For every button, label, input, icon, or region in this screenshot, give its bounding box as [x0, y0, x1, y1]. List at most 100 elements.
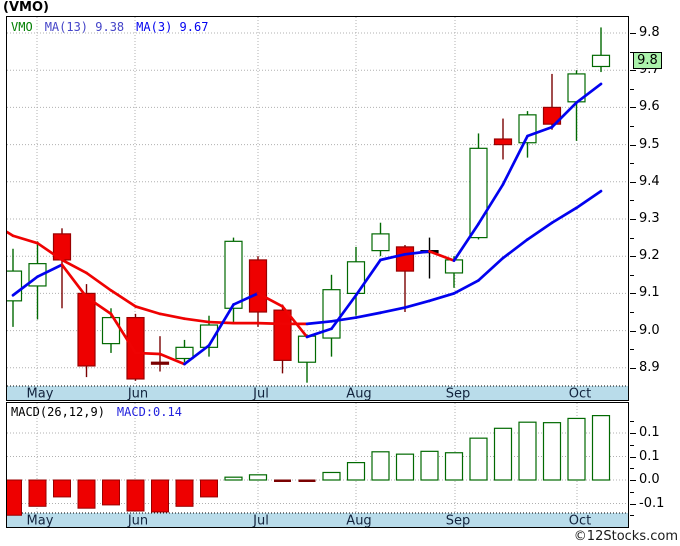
ma3-line-segment [256, 292, 284, 308]
ma13-line-segment [575, 189, 603, 210]
ma3-line-segment [60, 263, 88, 299]
price-tick-label: 9.3 [639, 211, 660, 226]
candle-body [297, 335, 317, 363]
minor-tick [630, 421, 634, 423]
ma3-line-segment [575, 82, 603, 104]
major-tick [630, 181, 636, 183]
macd-legend: MACD(26,12,9) MACD:0.14 [11, 405, 182, 419]
ma13-line-segment [428, 292, 456, 303]
price-tick-label: 9.5 [639, 136, 660, 152]
minor-tick [630, 126, 634, 127]
watermark-link[interactable]: ©12Stocks.com [573, 529, 678, 544]
candle-body [493, 138, 513, 146]
candle-body [7, 270, 23, 302]
candle-body [224, 240, 243, 309]
ma3-line-segment [305, 327, 333, 339]
macd-bar-positive [224, 476, 243, 481]
major-tick [630, 456, 636, 458]
macd-name-label: MACD(26,12,9) [11, 405, 105, 419]
ma13-value-label: MA(13) 9.38 [44, 20, 125, 34]
ma3-line-segment [501, 134, 529, 186]
minor-tick [630, 515, 634, 517]
candle-body [150, 361, 170, 365]
minor-tick [630, 349, 634, 351]
major-tick [630, 367, 636, 369]
candle-body [371, 233, 390, 252]
price-tick-label: 9.8 [639, 25, 660, 40]
macd-bar-negative [102, 479, 120, 506]
month-label: Jul [252, 387, 269, 401]
macd-tick-label: 0.1 [639, 448, 660, 464]
last-price-badge: 9.8 [633, 52, 662, 69]
ma13-line-segment [109, 289, 137, 308]
macd-bar-positive [322, 471, 341, 481]
ma13-line-segment [183, 317, 211, 324]
price-tick-label: 8.9 [639, 359, 660, 375]
ma13-line-segment [452, 279, 480, 295]
macd-bar-flat [274, 479, 291, 482]
ma3-line-segment [11, 275, 39, 297]
macd-bar-negative [7, 479, 22, 516]
macd-bar-negative [151, 479, 169, 513]
price-tick-label: 9.6 [639, 99, 660, 115]
ma13-line-segment [526, 221, 554, 241]
macd-bar-positive [371, 451, 390, 481]
ma13-line-segment [354, 311, 382, 319]
page-title: (VMO) [3, 0, 49, 15]
macd-bar-positive [346, 462, 366, 481]
ma3-line-segment [36, 263, 64, 279]
macd-histogram: May Jun Jul Aug Sep Oct [7, 403, 628, 527]
macd-bar-positive [420, 450, 439, 481]
candle-body [248, 259, 268, 313]
minor-tick [630, 88, 634, 90]
ma3-line-segment [232, 292, 260, 306]
ma3-line-segment [183, 344, 211, 366]
major-tick [630, 70, 636, 72]
macd-bar-negative [126, 479, 145, 512]
price-tick-label: 9.4 [639, 173, 660, 189]
month-label: Jun [127, 514, 148, 528]
major-tick [630, 256, 636, 258]
major-tick [630, 107, 636, 109]
ma13-line-segment [305, 319, 333, 326]
ma3-line-segment [158, 352, 186, 366]
ma3-value-label: MA(3) 9.67 [136, 20, 209, 34]
price-chart-legend: VMO MA(13) 9.38 MA(3) 9.67 [11, 20, 208, 34]
price-chart-panel: VMO MA(13) 9.38 MA(3) 9.67 May Jun Jul Aug S… [6, 16, 629, 401]
macd-tick-label: 0.1 [639, 425, 660, 440]
macd-bar-positive [518, 421, 537, 481]
macd-axis: 0.1 0.1 0.0 -0.1 [630, 402, 680, 528]
macd-panel: MACD(26,12,9) MACD:0.14 May Jun Jul Aug Sep O… [6, 402, 629, 528]
ma13-line-segment [134, 305, 162, 316]
price-tick-label: 9.2 [639, 248, 660, 264]
major-tick [630, 330, 636, 332]
month-band [7, 386, 628, 400]
candle-body [126, 316, 145, 380]
ma13-line-segment [256, 321, 284, 326]
ma13-line-segment [85, 271, 113, 292]
macd-tick-label: -0.1 [639, 495, 665, 511]
candlestick-chart: May Jun Jul Aug Sep Oct [7, 17, 628, 400]
candle-body [199, 324, 219, 348]
macd-bar-positive [493, 427, 513, 481]
ma3-line-segment [550, 101, 578, 129]
major-tick [630, 219, 636, 220]
macd-bar-flat [298, 479, 316, 482]
ma3-line-segment [354, 258, 382, 297]
major-tick [630, 433, 636, 434]
ma13-line-segment [11, 234, 39, 245]
macd-bar-positive [469, 437, 488, 481]
macd-value-label: MACD:0.14 [116, 405, 182, 419]
month-label: May [27, 387, 54, 401]
macd-bar-positive [444, 452, 464, 481]
macd-bar-negative [200, 479, 218, 498]
ma3-line-segment [330, 293, 358, 331]
macd-tick-label: 0.0 [639, 472, 660, 487]
ma13-line-segment [477, 256, 505, 282]
macd-bar-positive [567, 417, 586, 481]
month-label: Aug [346, 387, 371, 401]
minor-tick [630, 237, 634, 239]
ma13-line-segment [158, 312, 186, 321]
macd-bar-negative [53, 479, 71, 498]
